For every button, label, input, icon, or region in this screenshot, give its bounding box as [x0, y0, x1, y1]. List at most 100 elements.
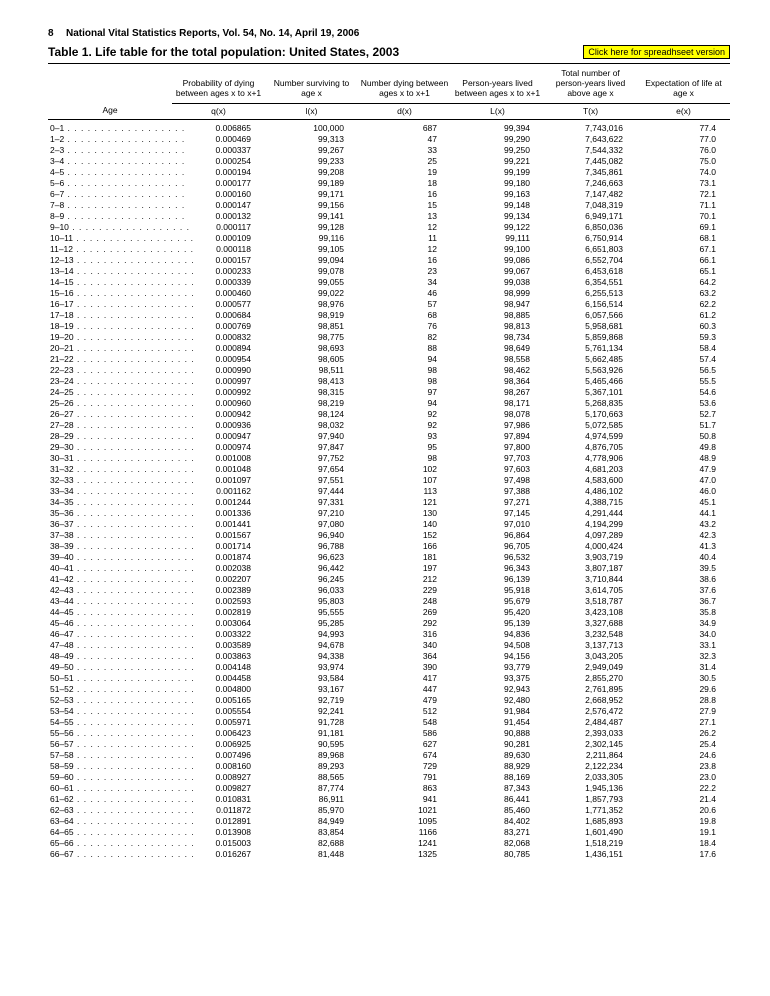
age-cell: 3–4 . . . . . . . . . . . . . . . . . . — [48, 155, 172, 166]
table-row: 46–47 . . . . . . . . . . . . . . . . . … — [48, 628, 730, 639]
col-ex: Expectation of life at age x — [637, 64, 730, 104]
table-row: 49–50 . . . . . . . . . . . . . . . . . … — [48, 661, 730, 672]
age-cell: 12–13 . . . . . . . . . . . . . . . . . … — [48, 254, 172, 265]
table-row: 5–6 . . . . . . . . . . . . . . . . . .0… — [48, 177, 730, 188]
table-row: 52–53 . . . . . . . . . . . . . . . . . … — [48, 694, 730, 705]
table-row: 9–10 . . . . . . . . . . . . . . . . . .… — [48, 221, 730, 232]
table-row: 55–56 . . . . . . . . . . . . . . . . . … — [48, 727, 730, 738]
age-cell: 22–23 . . . . . . . . . . . . . . . . . … — [48, 364, 172, 375]
life-table: Age Probability of dying between ages x … — [48, 63, 730, 859]
age-cell: 29–30 . . . . . . . . . . . . . . . . . … — [48, 441, 172, 452]
table-row: 56–57 . . . . . . . . . . . . . . . . . … — [48, 738, 730, 749]
table-row: 61–62 . . . . . . . . . . . . . . . . . … — [48, 793, 730, 804]
table-row: 39–40 . . . . . . . . . . . . . . . . . … — [48, 551, 730, 562]
age-cell: 64–65 . . . . . . . . . . . . . . . . . … — [48, 826, 172, 837]
table-row: 29–30 . . . . . . . . . . . . . . . . . … — [48, 441, 730, 452]
table-row: 51–52 . . . . . . . . . . . . . . . . . … — [48, 683, 730, 694]
table-row: 35–36 . . . . . . . . . . . . . . . . . … — [48, 507, 730, 518]
table-row: 11–12 . . . . . . . . . . . . . . . . . … — [48, 243, 730, 254]
age-cell: 53–54 . . . . . . . . . . . . . . . . . … — [48, 705, 172, 716]
age-cell: 24–25 . . . . . . . . . . . . . . . . . … — [48, 386, 172, 397]
age-cell: 19–20 . . . . . . . . . . . . . . . . . … — [48, 331, 172, 342]
age-cell: 56–57 . . . . . . . . . . . . . . . . . … — [48, 738, 172, 749]
table-row: 34–35 . . . . . . . . . . . . . . . . . … — [48, 496, 730, 507]
table-row: 57–58 . . . . . . . . . . . . . . . . . … — [48, 749, 730, 760]
age-cell: 17–18 . . . . . . . . . . . . . . . . . … — [48, 309, 172, 320]
age-cell: 21–22 . . . . . . . . . . . . . . . . . … — [48, 353, 172, 364]
age-cell: 57–58 . . . . . . . . . . . . . . . . . … — [48, 749, 172, 760]
age-cell: 8–9 . . . . . . . . . . . . . . . . . . — [48, 210, 172, 221]
table-row: 31–32 . . . . . . . . . . . . . . . . . … — [48, 463, 730, 474]
table-row: 12–13 . . . . . . . . . . . . . . . . . … — [48, 254, 730, 265]
table-row: 58–59 . . . . . . . . . . . . . . . . . … — [48, 760, 730, 771]
table-row: 28–29 . . . . . . . . . . . . . . . . . … — [48, 430, 730, 441]
table-row: 48–49 . . . . . . . . . . . . . . . . . … — [48, 650, 730, 661]
age-cell: 59–60 . . . . . . . . . . . . . . . . . … — [48, 771, 172, 782]
table-row: 18–19 . . . . . . . . . . . . . . . . . … — [48, 320, 730, 331]
table-row: 53–54 . . . . . . . . . . . . . . . . . … — [48, 705, 730, 716]
table-row: 37–38 . . . . . . . . . . . . . . . . . … — [48, 529, 730, 540]
age-cell: 6–7 . . . . . . . . . . . . . . . . . . — [48, 188, 172, 199]
table-row: 17–18 . . . . . . . . . . . . . . . . . … — [48, 309, 730, 320]
age-cell: 16–17 . . . . . . . . . . . . . . . . . … — [48, 298, 172, 309]
table-row: 27–28 . . . . . . . . . . . . . . . . . … — [48, 419, 730, 430]
age-cell: 20–21 . . . . . . . . . . . . . . . . . … — [48, 342, 172, 353]
age-cell: 48–49 . . . . . . . . . . . . . . . . . … — [48, 650, 172, 661]
table-row: 15–16 . . . . . . . . . . . . . . . . . … — [48, 287, 730, 298]
age-cell: 28–29 . . . . . . . . . . . . . . . . . … — [48, 430, 172, 441]
table-row: 42–43 . . . . . . . . . . . . . . . . . … — [48, 584, 730, 595]
age-cell: 63–64 . . . . . . . . . . . . . . . . . … — [48, 815, 172, 826]
table-row: 44–45 . . . . . . . . . . . . . . . . . … — [48, 606, 730, 617]
age-cell: 25–26 . . . . . . . . . . . . . . . . . … — [48, 397, 172, 408]
table-row: 2–3 . . . . . . . . . . . . . . . . . .0… — [48, 144, 730, 155]
age-cell: 34–35 . . . . . . . . . . . . . . . . . … — [48, 496, 172, 507]
table-row: 7–8 . . . . . . . . . . . . . . . . . .0… — [48, 199, 730, 210]
table-row: 43–44 . . . . . . . . . . . . . . . . . … — [48, 595, 730, 606]
table-row: 32–33 . . . . . . . . . . . . . . . . . … — [48, 474, 730, 485]
age-cell: 44–45 . . . . . . . . . . . . . . . . . … — [48, 606, 172, 617]
table-title: Table 1. Life table for the total popula… — [48, 45, 399, 59]
table-row: 6–7 . . . . . . . . . . . . . . . . . .0… — [48, 188, 730, 199]
age-cell: 5–6 . . . . . . . . . . . . . . . . . . — [48, 177, 172, 188]
age-cell: 2–3 . . . . . . . . . . . . . . . . . . — [48, 144, 172, 155]
table-row: 36–37 . . . . . . . . . . . . . . . . . … — [48, 518, 730, 529]
table-row: 41–42 . . . . . . . . . . . . . . . . . … — [48, 573, 730, 584]
table-row: 0–1 . . . . . . . . . . . . . . . . . .0… — [48, 119, 730, 133]
col-lx: Number surviving to age x — [265, 64, 358, 104]
age-cell: 23–24 . . . . . . . . . . . . . . . . . … — [48, 375, 172, 386]
age-cell: 52–53 . . . . . . . . . . . . . . . . . … — [48, 694, 172, 705]
age-cell: 61–62 . . . . . . . . . . . . . . . . . … — [48, 793, 172, 804]
age-cell: 0–1 . . . . . . . . . . . . . . . . . . — [48, 119, 172, 133]
table-row: 38–39 . . . . . . . . . . . . . . . . . … — [48, 540, 730, 551]
age-cell: 37–38 . . . . . . . . . . . . . . . . . … — [48, 529, 172, 540]
table-row: 63–64 . . . . . . . . . . . . . . . . . … — [48, 815, 730, 826]
age-cell: 31–32 . . . . . . . . . . . . . . . . . … — [48, 463, 172, 474]
age-cell: 15–16 . . . . . . . . . . . . . . . . . … — [48, 287, 172, 298]
table-row: 16–17 . . . . . . . . . . . . . . . . . … — [48, 298, 730, 309]
age-cell: 36–37 . . . . . . . . . . . . . . . . . … — [48, 518, 172, 529]
age-cell: 45–46 . . . . . . . . . . . . . . . . . … — [48, 617, 172, 628]
spreadsheet-link[interactable]: Click here for spreadhseet version — [583, 45, 730, 59]
table-row: 47–48 . . . . . . . . . . . . . . . . . … — [48, 639, 730, 650]
table-row: 64–65 . . . . . . . . . . . . . . . . . … — [48, 826, 730, 837]
age-cell: 49–50 . . . . . . . . . . . . . . . . . … — [48, 661, 172, 672]
age-cell: 1–2 . . . . . . . . . . . . . . . . . . — [48, 133, 172, 144]
age-cell: 11–12 . . . . . . . . . . . . . . . . . … — [48, 243, 172, 254]
col-Tx: Total number of person-years lived above… — [544, 64, 637, 104]
age-cell: 50–51 . . . . . . . . . . . . . . . . . … — [48, 672, 172, 683]
table-row: 24–25 . . . . . . . . . . . . . . . . . … — [48, 386, 730, 397]
running-header: 8National Vital Statistics Reports, Vol.… — [48, 28, 730, 39]
table-row: 25–26 . . . . . . . . . . . . . . . . . … — [48, 397, 730, 408]
age-cell: 26–27 . . . . . . . . . . . . . . . . . … — [48, 408, 172, 419]
age-cell: 4–5 . . . . . . . . . . . . . . . . . . — [48, 166, 172, 177]
table-row: 19–20 . . . . . . . . . . . . . . . . . … — [48, 331, 730, 342]
age-cell: 27–28 . . . . . . . . . . . . . . . . . … — [48, 419, 172, 430]
age-cell: 41–42 . . . . . . . . . . . . . . . . . … — [48, 573, 172, 584]
age-cell: 54–55 . . . . . . . . . . . . . . . . . … — [48, 716, 172, 727]
table-row: 13–14 . . . . . . . . . . . . . . . . . … — [48, 265, 730, 276]
age-cell: 66–67 . . . . . . . . . . . . . . . . . … — [48, 848, 172, 859]
age-cell: 7–8 . . . . . . . . . . . . . . . . . . — [48, 199, 172, 210]
table-row: 65–66 . . . . . . . . . . . . . . . . . … — [48, 837, 730, 848]
table-row: 33–34 . . . . . . . . . . . . . . . . . … — [48, 485, 730, 496]
table-row: 21–22 . . . . . . . . . . . . . . . . . … — [48, 353, 730, 364]
